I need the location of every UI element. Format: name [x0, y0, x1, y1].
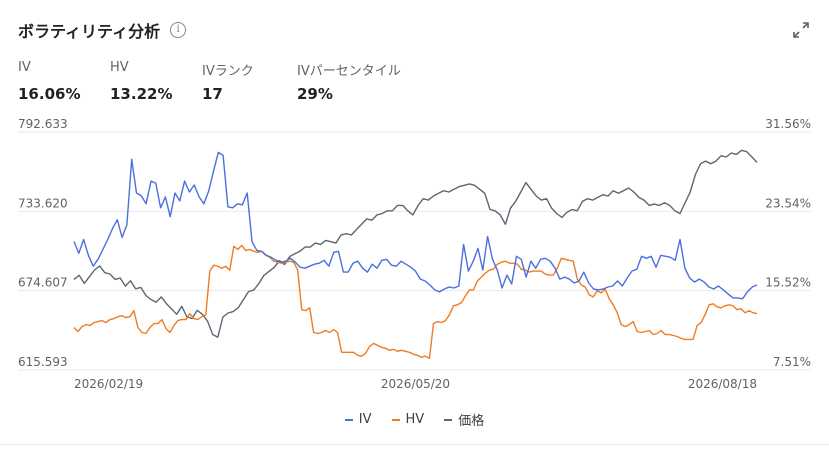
stat-value: 16.06%: [18, 85, 81, 103]
y-right-tick-label: 15.52%: [765, 276, 811, 290]
x-tick-label: 2026/05/20: [381, 377, 450, 391]
legend-swatch: [444, 418, 453, 421]
series-line-price: [73, 149, 758, 338]
legend-item-price[interactable]: 価格: [444, 410, 484, 429]
page-title: ボラティリティ分析: [18, 22, 161, 41]
stat-label: IVランク: [202, 64, 254, 79]
series-line-hv: [73, 244, 758, 359]
legend-label: HV: [405, 412, 425, 427]
legend-item-iv[interactable]: IV: [344, 410, 372, 429]
y-right-tick-label: 7.51%: [773, 355, 811, 369]
stat-iv: IV 16.06%: [18, 60, 110, 103]
y-right-tick-label: 31.56%: [765, 118, 811, 131]
stat-value: 17: [202, 85, 223, 103]
legend-swatch: [344, 418, 353, 421]
volatility-chart: 792.633 31.56% 733.620 23.54% 674.607 15.52% 6…: [18, 118, 811, 391]
legend-label: IV: [358, 412, 372, 427]
divider: [0, 444, 829, 445]
series-line-iv: [73, 151, 758, 300]
stat-iv-percentile: IVパーセンタイル 29%: [297, 60, 457, 103]
y-right-tick-label: 23.54%: [765, 196, 811, 210]
legend-item-hv[interactable]: HV: [391, 410, 425, 429]
stat-value: 29%: [297, 85, 333, 103]
info-icon[interactable]: i: [170, 22, 187, 38]
title-row: ボラティリティ分析 i: [18, 18, 187, 42]
stat-label: IV: [18, 60, 31, 75]
x-tick-label: 2026/02/19: [74, 377, 143, 391]
y-left-tick-label: 674.607: [18, 276, 68, 290]
stat-value: 13.22%: [110, 85, 173, 103]
stat-iv-rank: IVランク 17: [202, 60, 297, 103]
chart-legend: IV HV 価格: [0, 410, 829, 429]
x-tick-label: 2026/08/18: [688, 377, 757, 391]
y-left-tick-label: 792.633: [18, 118, 68, 131]
stat-label: IVパーセンタイル: [297, 64, 401, 79]
y-left-tick-label: 615.593: [18, 355, 68, 369]
stats-row: IV 16.06% HV 13.22% IVランク 17 IVパーセンタイル 2…: [18, 60, 457, 103]
y-left-tick-label: 733.620: [18, 196, 68, 210]
legend-label: 価格: [458, 414, 485, 429]
stat-hv: HV 13.22%: [110, 60, 202, 103]
legend-swatch: [391, 418, 400, 421]
expand-icon[interactable]: [791, 20, 811, 40]
stat-label: HV: [110, 60, 129, 75]
